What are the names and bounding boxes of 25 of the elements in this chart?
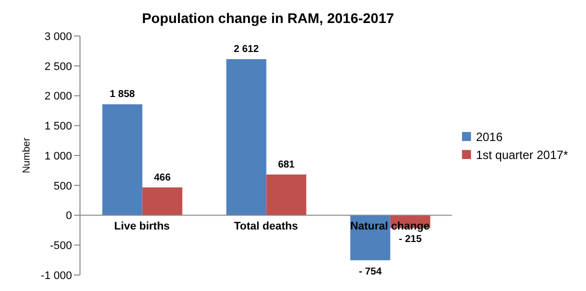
- y-tick-label: 2 000: [44, 90, 72, 103]
- data-label: 2 612: [234, 44, 260, 56]
- data-label: 466: [154, 172, 172, 184]
- data-label: 1 858: [110, 89, 136, 100]
- bar: [226, 59, 266, 216]
- y-tick-label: 0: [66, 210, 72, 222]
- chart-title: Population change in RAM, 2016-2017: [140, 10, 396, 26]
- y-tick-label: 1 000: [44, 150, 72, 162]
- x-tick-label: Total deaths: [234, 220, 298, 232]
- y-tick-label: 2 500: [44, 60, 72, 73]
- y-tick-label: 500: [54, 180, 72, 192]
- y-axis-title: Number: [22, 137, 33, 174]
- x-tick-label: Live births: [114, 220, 170, 232]
- y-tick-label: 1 500: [44, 120, 72, 133]
- y-tick-label: 3 000: [44, 30, 72, 43]
- bar: [266, 174, 306, 216]
- y-tick-label: -500: [50, 240, 72, 252]
- data-label: - 754: [358, 266, 382, 278]
- data-label: - 215: [398, 234, 422, 246]
- bar: [142, 187, 182, 216]
- data-label: 681: [278, 160, 296, 171]
- bar: [102, 104, 142, 216]
- legend-label: 1st quarter 2017*: [476, 148, 568, 162]
- y-tick-label: -1 000: [40, 270, 72, 282]
- legend-label: 2016: [476, 130, 503, 144]
